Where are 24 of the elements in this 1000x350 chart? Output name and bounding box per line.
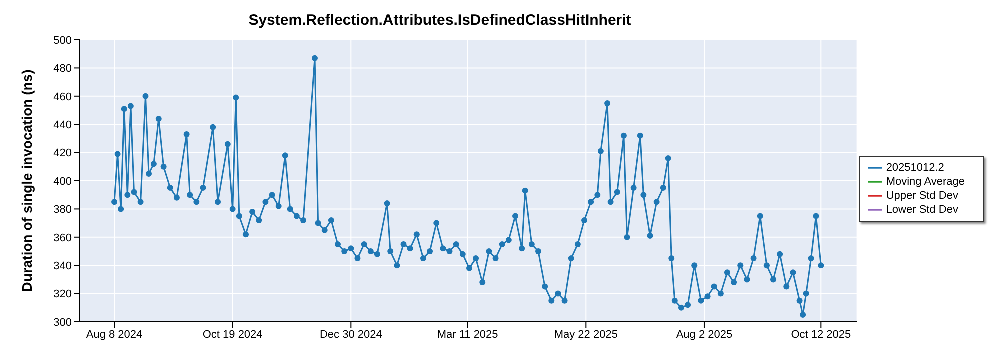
- x-tick-label: Oct 12 2025: [791, 328, 852, 341]
- chart-title: System.Reflection.Attributes.IsDefinedClassHitInherit: [248, 11, 632, 31]
- y-tick-label: 400: [54, 176, 72, 188]
- y-tick-label: 440: [54, 120, 72, 132]
- x-tick-label: May 22 2025: [554, 328, 618, 341]
- y-tick-label: 460: [54, 91, 72, 104]
- y-tick-label: 380: [54, 204, 72, 216]
- y-tick-label: 420: [54, 148, 72, 160]
- legend-label: Upper Std Dev: [886, 190, 958, 202]
- y-tick-label: 360: [54, 232, 72, 244]
- legend-label: Lower Std Dev: [886, 204, 958, 216]
- y-axis-title: Duration of single invocation (ns): [18, 70, 35, 292]
- y-tick-label: 500: [54, 34, 72, 47]
- x-tick-label: Aug 8 2024: [86, 328, 143, 341]
- legend-label: 20251012.2: [886, 162, 944, 174]
- y-tick-label: 340: [54, 260, 72, 273]
- x-tick-label: Oct 19 2024: [202, 328, 263, 341]
- y-tick-label: 480: [54, 63, 72, 76]
- y-tick-label: 320: [54, 288, 72, 301]
- legend-label: Moving Average: [886, 176, 965, 188]
- x-tick-label: Aug 2 2025: [676, 328, 733, 341]
- y-tick-label: 300: [54, 316, 72, 329]
- x-tick-label: Dec 30 2024: [320, 328, 382, 341]
- x-tick-label: Mar 11 2025: [437, 328, 498, 341]
